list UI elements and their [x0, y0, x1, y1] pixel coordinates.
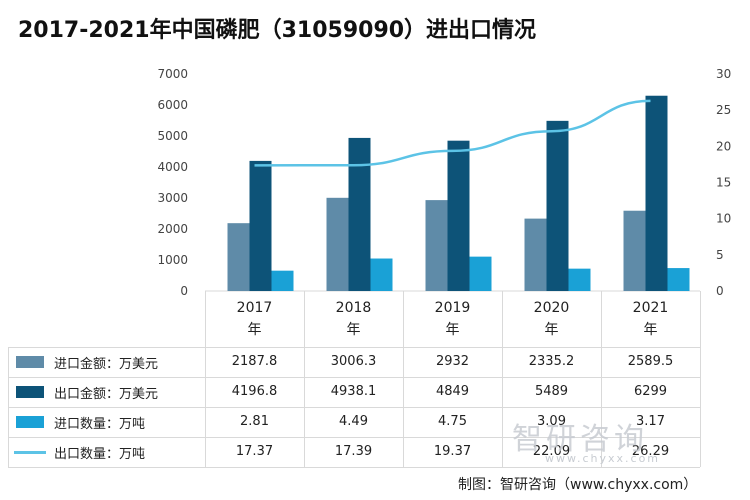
- table-cell-2-3: 3.09: [537, 414, 566, 429]
- legend-swatch-3: [14, 451, 46, 454]
- y-right-tick-label: 30: [716, 67, 731, 81]
- x-tick-label: 2021 年: [632, 300, 669, 338]
- legend-label-0: 进口金额：万美元: [54, 357, 159, 372]
- table-cell-3-4: 26.29: [631, 444, 670, 459]
- bar-2-1: [370, 258, 393, 291]
- y-right-tick-label: 25: [716, 103, 731, 117]
- bar-2-4: [667, 268, 690, 291]
- y-left-tick-label: 6000: [157, 98, 188, 112]
- legend-swatch-1: [16, 386, 44, 398]
- y-right-tick-label: 5: [716, 248, 724, 262]
- table-cell-2-1: 4.49: [339, 414, 368, 429]
- table-cell-0-1: 3006.3: [330, 354, 377, 369]
- table-cell-0-2: 2932: [435, 354, 470, 369]
- y-right-tick-label: 0: [716, 284, 724, 298]
- series-line-3: [254, 99, 651, 167]
- x-tick-label: 2018 年: [335, 300, 372, 338]
- table-vline: [8, 347, 9, 467]
- bar-2-0: [271, 270, 294, 291]
- table-cell-1-3: 5489: [534, 384, 569, 399]
- bar-2-3: [568, 268, 591, 291]
- bar-1-3: [546, 120, 569, 291]
- bar-2-2: [469, 256, 492, 291]
- y-right-tick-label: 10: [716, 212, 731, 226]
- bar-0-1: [326, 197, 349, 291]
- table-cell-0-4: 2589.5: [627, 354, 674, 369]
- table-cell-1-0: 4196.8: [231, 384, 278, 399]
- table-hline: [8, 407, 700, 408]
- table-vline: [403, 291, 404, 467]
- table-cell-2-4: 3.17: [636, 414, 665, 429]
- table-cell-3-2: 19.37: [433, 444, 472, 459]
- table-vline: [304, 291, 305, 467]
- bar-0-3: [524, 218, 547, 291]
- legend-label-3: 出口数量：万吨: [54, 447, 146, 462]
- table-hline: [8, 377, 700, 378]
- legend-label-1: 出口金额：万美元: [54, 387, 159, 402]
- x-tick-label: 2017 年: [236, 300, 273, 338]
- y-left-tick-label: 5000: [157, 129, 188, 143]
- y-right-tick-label: 20: [716, 139, 731, 153]
- table-cell-1-1: 4938.1: [330, 384, 377, 399]
- x-tick-label: 2019 年: [434, 300, 471, 338]
- bar-1-2: [447, 140, 470, 291]
- bar-0-0: [227, 223, 250, 291]
- watermark-url: www.chyxx.com: [545, 452, 661, 465]
- table-cell-1-2: 4849: [435, 384, 470, 399]
- y-left-tick-label: 4000: [157, 160, 188, 174]
- table-cell-2-0: 2.81: [240, 414, 269, 429]
- y-left-tick-label: 1000: [157, 253, 188, 267]
- legend-swatch-0: [16, 356, 44, 368]
- table-cell-0-0: 2187.8: [231, 354, 278, 369]
- bar-0-2: [425, 200, 448, 291]
- x-tick-label: 2020 年: [533, 300, 570, 338]
- bar-0-4: [623, 210, 646, 291]
- watermark-brand: 智研咨询: [512, 422, 648, 457]
- table-cell-2-2: 4.75: [438, 414, 467, 429]
- table-cell-0-3: 2335.2: [528, 354, 575, 369]
- table-cell-1-4: 6299: [633, 384, 668, 399]
- source-note: 制图：智研咨询（www.chyxx.com）: [458, 477, 698, 493]
- y-left-tick-label: 3000: [157, 191, 188, 205]
- bar-1-4: [645, 95, 668, 291]
- legend-label-2: 进口数量：万吨: [54, 417, 146, 432]
- y-left-tick-label: 0: [180, 284, 188, 298]
- bar-1-1: [348, 137, 371, 291]
- chart-title: 2017-2021年中国磷肥（31059090）进出口情况: [18, 18, 537, 43]
- table-vline: [502, 291, 503, 467]
- table-cell-3-3: 22.09: [532, 444, 571, 459]
- bar-1-0: [249, 160, 272, 291]
- legend-swatch-2: [16, 416, 44, 428]
- table-hline: [8, 467, 700, 468]
- table-cell-3-0: 17.37: [235, 444, 274, 459]
- table-hline: [8, 437, 700, 438]
- table-cell-3-1: 17.39: [334, 444, 373, 459]
- y-left-tick-label: 2000: [157, 222, 188, 236]
- table-vline: [601, 291, 602, 467]
- chart-svg: 0 1000 2000 3000 4000 5000 6000 7000 0 5 10 15 20 25 3…: [157, 67, 731, 298]
- table-vline: [205, 291, 206, 467]
- y-left-tick-label: 7000: [157, 67, 188, 81]
- table-hline: [8, 347, 700, 348]
- y-right-tick-label: 15: [716, 176, 731, 190]
- table-vline: [700, 291, 701, 467]
